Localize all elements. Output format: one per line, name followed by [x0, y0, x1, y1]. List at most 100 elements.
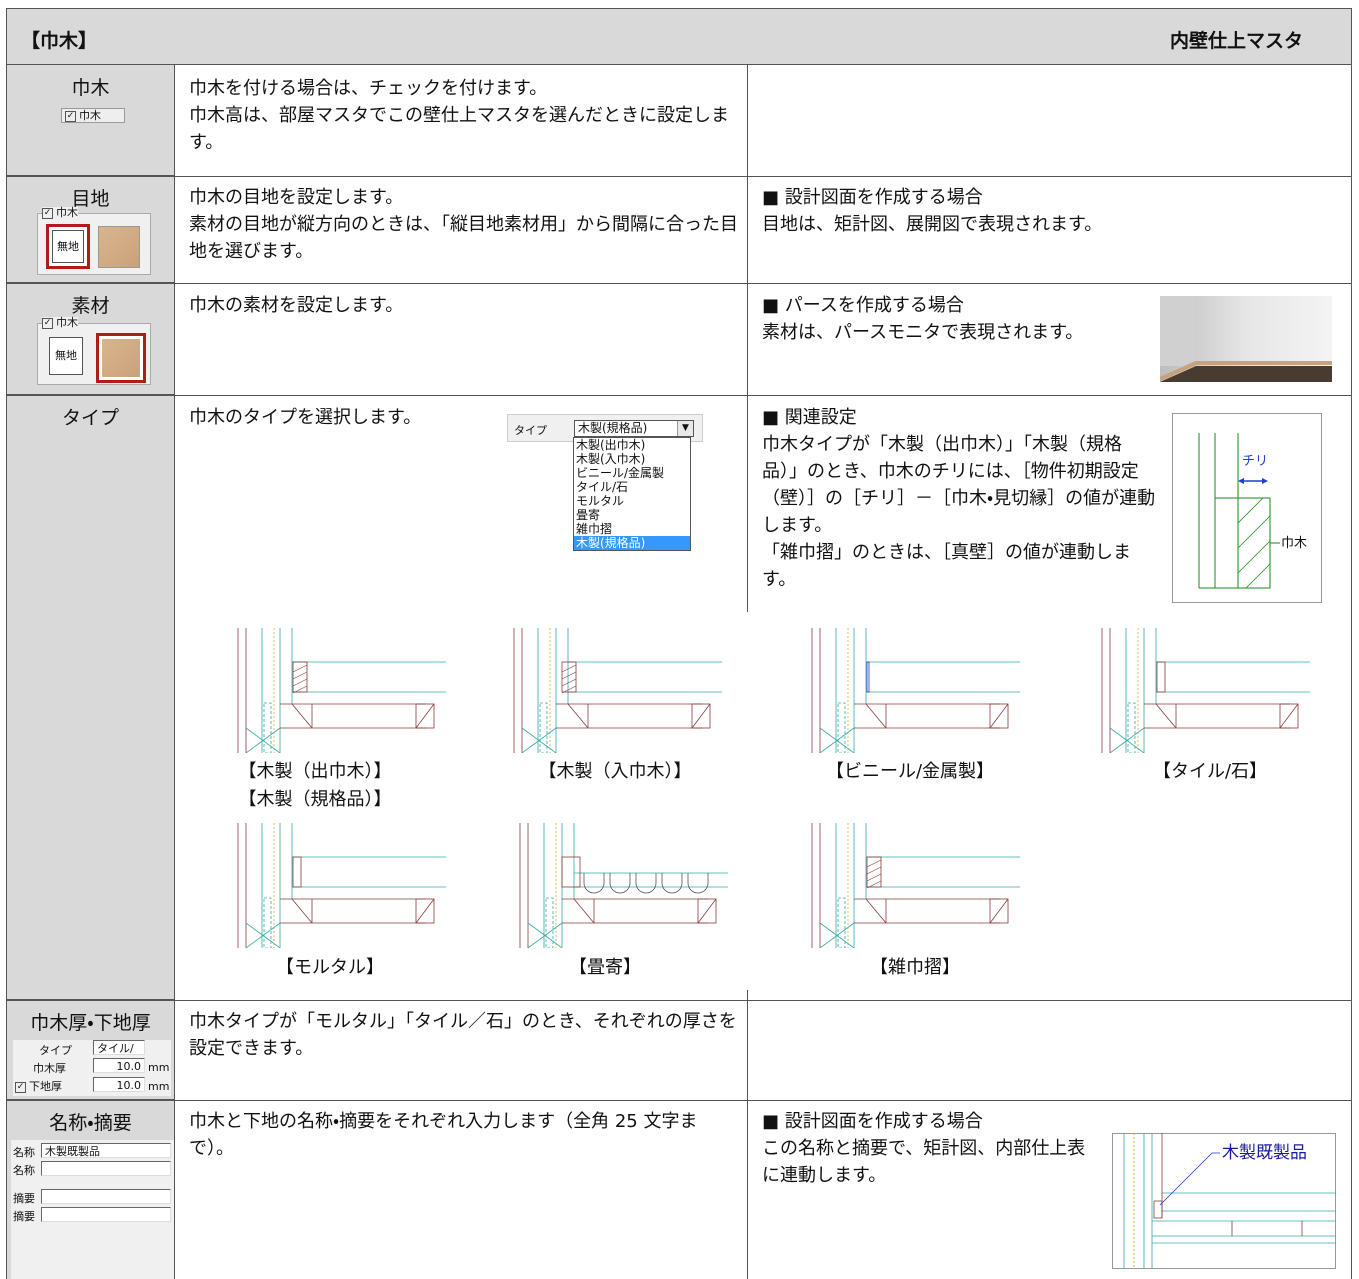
row-border	[6, 283, 1352, 284]
header-subtitle: 内壁仕上マスタ	[1169, 30, 1303, 52]
sketch-line	[609, 873, 631, 894]
dropdown-option[interactable]: タイル/石	[576, 480, 629, 494]
sketch-line	[415, 703, 435, 729]
swatch-highlight: 無地	[46, 224, 90, 269]
check-mark: ✓	[15, 1081, 26, 1093]
sketch-line	[1279, 703, 1299, 729]
group-text: 巾木	[56, 316, 78, 329]
sketch-line	[866, 880, 882, 889]
label-cell: 素材 ✓ 巾木 無地	[6, 283, 175, 395]
dropdown-option[interactable]: 畳寄	[576, 508, 601, 522]
field-input: 10.0	[93, 1077, 145, 1092]
sketch-line	[687, 873, 709, 894]
row-label: 目地	[71, 188, 110, 210]
label-cell: 目地 ✓ 巾木 無地	[6, 176, 175, 283]
description: 巾木の目地を設定します。 素材の目地が縦方向のときは、「縦目地素材用」から間隔に合…	[189, 184, 741, 265]
section-diagram: チリ 巾木	[1172, 413, 1322, 603]
sketch-line	[989, 898, 1009, 924]
swatch-plain: 無地	[49, 337, 83, 375]
group-label: ✓ 巾木	[42, 207, 78, 219]
caption: 【雑巾摺】	[870, 957, 960, 978]
dropdown-value: 木製(規格品)	[578, 421, 648, 435]
sketch-line	[866, 661, 870, 693]
sketch-line	[292, 685, 308, 694]
check-mark: ✓	[42, 317, 53, 329]
sketch-line	[1155, 703, 1177, 729]
dropdown-option[interactable]: モルタル	[576, 494, 625, 508]
sketch-line	[292, 671, 308, 680]
paragraph: 巾木タイプが「木製（出巾木）」「木製（規格品）」のとき、巾木のチリには、［物件初…	[762, 434, 1156, 536]
field-input: 木製既製品	[41, 1143, 171, 1158]
sketch-line	[561, 685, 577, 694]
row-label: 素材	[71, 295, 110, 317]
dropdown-list: 木製(出巾木) 木製(入巾木) ビニール/金属製 タイル/石 モルタル 畳寄 雑巾摺 木製(規…	[573, 437, 691, 551]
paragraph: 巾木の素材を設定します。	[189, 295, 404, 316]
sketch-line	[1156, 661, 1166, 693]
paragraph: この名称と摘要で、矩計図、内部仕上表に連動します。	[762, 1138, 1086, 1186]
sketch	[811, 823, 1020, 948]
dropdown-option[interactable]: 雑巾摺	[576, 522, 613, 536]
row-border	[6, 176, 1352, 177]
header-title: 【巾木】	[21, 30, 98, 52]
sketch-line	[539, 702, 548, 753]
dropdown-option[interactable]: 木製(出巾木)	[576, 438, 646, 452]
checkbox: ✓ 巾木	[61, 108, 125, 123]
note: ■ 関連設定 巾木タイプが「木製（出巾木）」「木製（規格品）」のとき、巾木のチリに…	[762, 404, 1157, 593]
sketch-line	[561, 671, 577, 680]
sketch-line	[263, 897, 272, 948]
sketch-line	[292, 661, 308, 693]
caption-line: 【木製（出巾木）】	[238, 761, 392, 782]
widget-frame: 名称 木製既製品 名称 摘要 摘要	[11, 1140, 174, 1279]
sketch-line	[866, 866, 882, 875]
field-label: 摘要	[13, 1210, 35, 1223]
dropdown-option[interactable]: 木製(入巾木)	[576, 452, 646, 466]
row-label: 巾木	[71, 77, 110, 99]
checkbox: ✓ 下地厚	[15, 1078, 62, 1094]
sketch	[513, 628, 722, 753]
field-unit: mm	[148, 1061, 170, 1074]
row-border	[6, 1000, 1352, 1001]
swatch-wood	[98, 226, 140, 268]
diagram-lines	[1198, 433, 1280, 589]
field-input	[41, 1207, 171, 1222]
swatch-wood	[102, 339, 140, 377]
sketch-line	[567, 703, 589, 729]
paragraph: 巾木高は、部屋マスタでこの壁仕上マスタを選んだときに設定します。	[189, 105, 729, 153]
dimension-label: チリ	[1242, 454, 1268, 469]
paragraph: 巾木のタイプを選択します。	[189, 407, 422, 428]
sketch-line	[1109, 727, 1145, 753]
sketch-line	[291, 898, 313, 924]
widget-frame: ✓ 巾木 無地	[37, 317, 151, 385]
check-mark: ✓	[65, 110, 76, 122]
column-border	[747, 1000, 748, 1279]
field-input: タイル/石	[93, 1040, 145, 1070]
dropdown-arrow: ▼	[677, 421, 693, 436]
check-mark: ✓	[42, 207, 53, 219]
field-label: タイプ	[514, 424, 547, 437]
group-text: 巾木	[56, 206, 78, 219]
note: ■ 設計図面を作成する場合この名称と摘要で、矩計図、内部仕上表に連動します。	[762, 1108, 1092, 1189]
paragraph: 目地は、矩計図、展開図で表現されます。	[762, 214, 1103, 235]
field-label: 下地厚	[29, 1080, 62, 1093]
sketch-line	[527, 922, 563, 948]
arrow-head	[1238, 478, 1244, 484]
field-label: 摘要	[13, 1192, 35, 1205]
widget-frame: タイプ タイル/石 巾木厚 10.0 mm ✓下地厚 10.0 mm	[13, 1040, 171, 1096]
caption: 【木製（出巾木）】 【木製（規格品）】	[215, 758, 415, 814]
callout-label: 木製既製品	[1222, 1143, 1307, 1163]
dropdown-option[interactable]: 木製(規格品)	[574, 536, 690, 550]
row-border	[6, 395, 1352, 396]
dropdown[interactable]: 木製(規格品) ▼	[574, 420, 694, 437]
dropdown-option[interactable]: ビニール/金属製	[576, 466, 665, 480]
swatch-highlight	[96, 333, 146, 383]
sketch-line	[837, 702, 846, 753]
paragraph: 巾木タイプが「モルタル」「タイル／石」のとき、それぞれの厚さを設定できます。	[189, 1011, 737, 1059]
sketch-line	[1279, 703, 1299, 729]
note-heading: ■ 設計図面を作成する場合	[762, 1111, 983, 1132]
sketch-line	[521, 727, 557, 753]
diagram-frame	[1112, 1133, 1336, 1269]
field-label: タイプ	[39, 1044, 72, 1057]
sketch-line	[865, 703, 887, 729]
caption: 【畳寄】	[569, 957, 641, 978]
